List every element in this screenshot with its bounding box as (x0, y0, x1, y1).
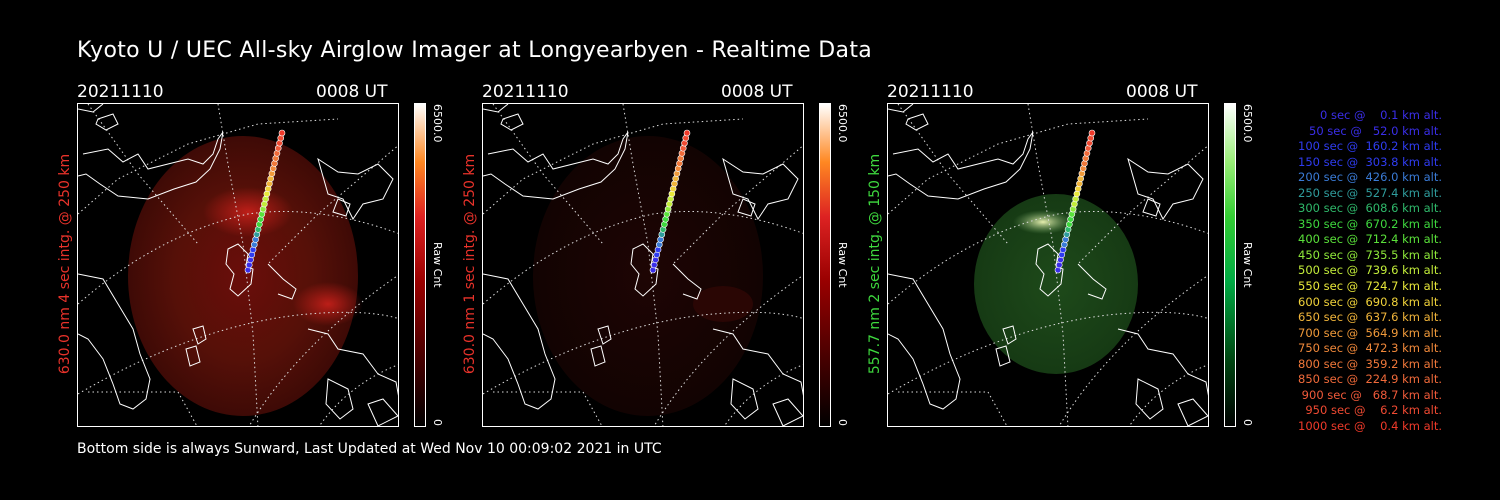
panel-1-time: 0008 UT (316, 82, 388, 102)
colorbar-2-max: 6500.0 (836, 104, 849, 143)
colorbar-1 (414, 103, 426, 427)
colorbar-3 (1224, 103, 1236, 427)
legend-entry: 350 sec @ 670.2 km alt. (1294, 216, 1442, 231)
legend-entry: 700 sec @ 564.9 km alt. (1294, 325, 1442, 340)
panel-1-date: 20211110 (77, 82, 164, 102)
legend-entry: 950 sec @ 6.2 km alt. (1301, 403, 1442, 418)
panel-3-time: 0008 UT (1126, 82, 1198, 102)
colorbar-1-unit: Raw Cnt (431, 242, 444, 288)
colorbar-2-unit: Raw Cnt (836, 242, 849, 288)
footer-note: Bottom side is always Sunward, Last Upda… (77, 441, 662, 457)
legend-entry: 100 sec @ 160.2 km alt. (1294, 139, 1442, 154)
colorbar-3-unit: Raw Cnt (1241, 242, 1254, 288)
legend-entry: 900 sec @ 68.7 km alt. (1298, 387, 1442, 402)
legend-entry: 1000 sec @ 0.4 km alt. (1298, 418, 1442, 433)
allsky-image-630nm-1s (482, 103, 804, 427)
legend-entry: 450 sec @ 735.5 km alt. (1294, 247, 1442, 262)
legend-entry: 250 sec @ 527.4 km alt. (1294, 185, 1442, 200)
legend-entry: 150 sec @ 303.8 km alt. (1294, 154, 1442, 169)
allsky-image-630nm-4s (77, 103, 399, 427)
allsky-image-557nm-2s (887, 103, 1209, 427)
page-title: Kyoto U / UEC All-sky Airglow Imager at … (77, 38, 873, 63)
panel-3-date: 20211110 (887, 82, 974, 102)
panel-2-time: 0008 UT (721, 82, 793, 102)
panel-3-ylabel: 557.7 nm 2 sec intg. @ 150 km (867, 153, 883, 375)
colorbar-2-min: 0 (836, 419, 849, 426)
legend-entry: 550 sec @ 724.7 km alt. (1294, 279, 1442, 294)
panel-2-ylabel: 630.0 nm 1 sec intg. @ 250 km (462, 153, 478, 375)
panel-2-date: 20211110 (482, 82, 569, 102)
legend-entry: 50 sec @ 52.0 km alt. (1301, 123, 1442, 138)
colorbar-1-max: 6500.0 (431, 104, 444, 143)
legend-entry: 500 sec @ 739.6 km alt. (1294, 263, 1442, 278)
legend-entry: 600 sec @ 690.8 km alt. (1294, 294, 1442, 309)
legend-entry: 650 sec @ 637.6 km alt. (1294, 310, 1442, 325)
panel-1-ylabel: 630.0 nm 4 sec intg. @ 250 km (57, 153, 73, 375)
colorbar-3-max: 6500.0 (1241, 104, 1254, 143)
trajectory-legend: 0 sec @ 0.1 km alt. 50 sec @ 52.0 km alt… (1262, 108, 1442, 434)
legend-entry: 400 sec @ 712.4 km alt. (1294, 232, 1442, 247)
legend-entry: 800 sec @ 359.2 km alt. (1294, 356, 1442, 371)
colorbar-1-min: 0 (431, 419, 444, 426)
legend-entry: 300 sec @ 608.6 km alt. (1294, 201, 1442, 216)
colorbar-2 (819, 103, 831, 427)
legend-entry: 200 sec @ 426.0 km alt. (1294, 170, 1442, 185)
legend-entry: 0 sec @ 0.1 km alt. (1309, 108, 1442, 122)
colorbar-3-min: 0 (1241, 419, 1254, 426)
legend-entry: 750 sec @ 472.3 km alt. (1294, 341, 1442, 356)
legend-entry: 850 sec @ 224.9 km alt. (1294, 372, 1442, 387)
